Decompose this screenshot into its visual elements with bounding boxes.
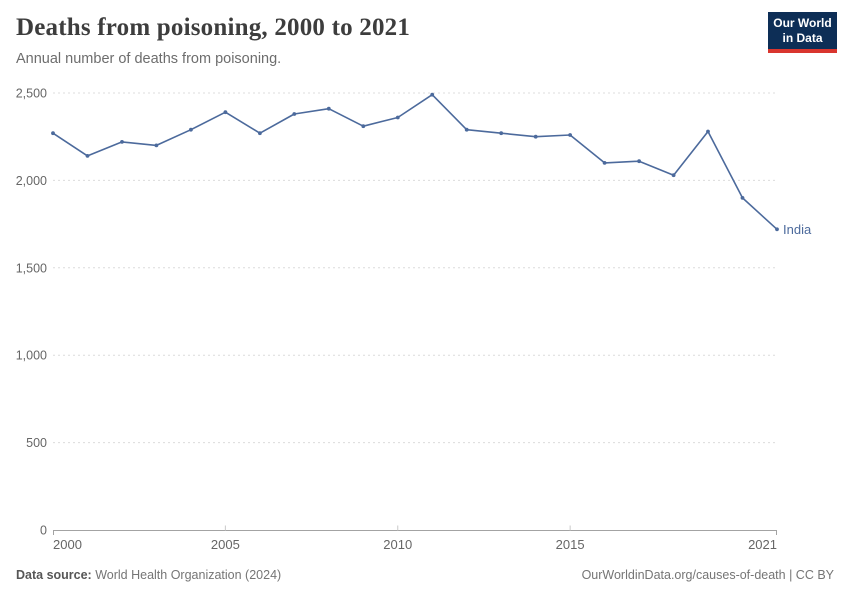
data-series-line[interactable] (52, 93, 778, 231)
y-axis-tick-label: 0 (40, 524, 47, 538)
data-point-marker[interactable] (223, 110, 228, 115)
data-point-marker[interactable] (292, 112, 297, 116)
y-axis-tick-label: 500 (26, 436, 47, 450)
data-point-marker[interactable] (464, 127, 469, 132)
data-point-marker[interactable] (775, 227, 779, 232)
data-point-marker[interactable] (533, 134, 538, 139)
x-axis-tick-label: 2021 (748, 537, 777, 552)
data-point-marker[interactable] (361, 124, 366, 129)
data-point-marker[interactable] (671, 173, 676, 178)
chart-subtitle: Annual number of deaths from poisoning. (16, 51, 282, 67)
data-point-marker[interactable] (85, 154, 90, 158)
data-point-marker[interactable] (602, 161, 607, 165)
y-axis-tick-label: 2,000 (16, 174, 47, 188)
chart-footer: Data source: World Health Organization (… (16, 568, 834, 582)
data-point-marker[interactable] (740, 196, 745, 200)
series-entity-label[interactable]: India (783, 222, 812, 237)
data-point-marker[interactable] (430, 92, 435, 97)
data-point-marker[interactable] (568, 133, 572, 137)
data-point-marker[interactable] (706, 129, 710, 134)
data-source-text: World Health Organization (2024) (91, 568, 282, 582)
x-axis-tick-label: 2015 (556, 537, 585, 552)
data-point-marker[interactable] (120, 140, 124, 144)
data-point-marker[interactable] (395, 115, 400, 120)
data-point-marker[interactable] (189, 127, 193, 132)
data-source: Data source: World Health Organization (… (16, 568, 281, 582)
data-point-marker[interactable] (258, 131, 262, 136)
owid-logo-line2: in Data (782, 30, 823, 45)
owid-logo[interactable]: Our World in Data (768, 12, 837, 53)
y-axis-tick-label: 1,000 (16, 349, 47, 363)
chart-title: Deaths from poisoning, 2000 to 2021 (16, 14, 411, 41)
data-point-marker[interactable] (51, 131, 55, 136)
x-axis-tick-label: 2000 (53, 537, 82, 552)
data-source-label: Data source: (16, 568, 92, 582)
data-point-marker[interactable] (154, 143, 159, 148)
credit-link[interactable]: OurWorldinData.org/causes-of-death | CC … (581, 568, 834, 582)
data-point-marker[interactable] (326, 106, 331, 111)
y-axis-tick-label: 2,500 (16, 87, 47, 101)
y-axis-tick-label: 1,500 (16, 261, 47, 275)
x-axis-tick-label: 2005 (211, 537, 240, 552)
data-point-marker[interactable] (499, 131, 504, 136)
owid-logo-line1: Our World (773, 16, 832, 30)
x-axis-tick-label: 2010 (383, 537, 412, 552)
data-point-marker[interactable] (637, 159, 641, 164)
